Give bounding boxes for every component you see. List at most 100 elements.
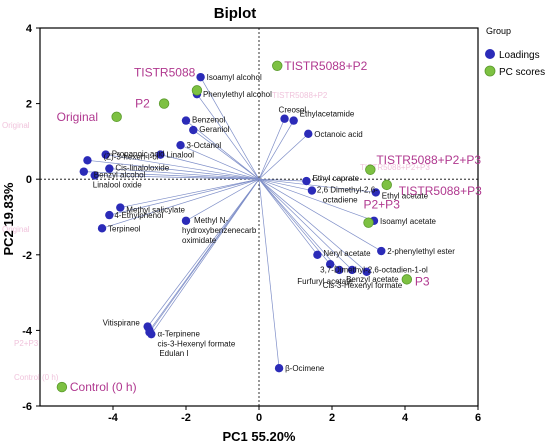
- loading-label: Geraniol: [199, 125, 229, 134]
- faded-label: TISTR5088+P2: [272, 91, 328, 100]
- faded-watermark-labels: Original TISTR5088+P2 TISTR5088+P2+P3 Origi…: [2, 91, 430, 382]
- loading-label: Cis-3-Hexenyl formate: [323, 281, 403, 290]
- x-tick-label: 0: [256, 412, 262, 424]
- loading-label: Linalool oxide: [93, 180, 142, 189]
- loading-point: [274, 364, 284, 373]
- score-point: [111, 111, 122, 123]
- loading-point: [377, 246, 386, 256]
- loading-vector: [258, 179, 280, 369]
- score-point: [401, 274, 413, 285]
- chart-title: Biplot: [214, 5, 257, 22]
- loading-vector: [105, 154, 260, 180]
- loading-vector: [83, 171, 260, 180]
- loading-point: [105, 164, 114, 173]
- loading-label: Neryl acetate: [323, 249, 371, 258]
- loading-vector: [258, 178, 367, 273]
- loading-label: Isoamyl acetate: [380, 217, 437, 226]
- score-label: TISTR5088: [134, 65, 196, 79]
- score-label: P2+P3: [364, 198, 401, 212]
- y-axis-title: PC2 19.83%: [1, 182, 16, 255]
- loading-label: 4-Ethylphenol: [114, 211, 163, 220]
- loading-label: Furfuryl acetate: [297, 277, 353, 286]
- score-label: Original: [57, 110, 98, 124]
- loading-vector: [147, 178, 260, 327]
- loading-label: 2-phenylethyl ester: [387, 247, 455, 256]
- loading-label: Vitispirane: [103, 319, 141, 328]
- loading-point: [307, 186, 317, 195]
- loading-vector: [258, 133, 309, 180]
- x-tick-label: 6: [475, 412, 481, 424]
- loading-vector: [87, 159, 260, 180]
- loading-point: [79, 167, 89, 176]
- y-tick-label: -6: [22, 401, 32, 413]
- loading-label: 2,6 Dimethyl-2,6-octadiene: [317, 186, 378, 205]
- score-point: [365, 164, 376, 175]
- score-point: [158, 98, 170, 109]
- loading-point: [90, 171, 99, 180]
- score-label: P3: [415, 274, 430, 288]
- loading-vector: [258, 178, 376, 193]
- loading-point: [116, 203, 125, 212]
- loading-vector: [258, 178, 307, 182]
- loading-point: [101, 150, 110, 159]
- loading-label: 3-Octanol: [187, 141, 222, 150]
- loading-vector: [160, 154, 260, 180]
- loading-point: [289, 116, 298, 125]
- loading-point: [304, 129, 313, 139]
- loading-label: Octanoic acid: [314, 130, 362, 139]
- loading-point: [189, 125, 198, 135]
- legend: Group Loadings PC scores: [484, 26, 545, 78]
- faded-label: Original: [2, 121, 30, 130]
- loading-point: [181, 216, 191, 225]
- loading-label: Ethyl acetate: [382, 191, 429, 200]
- loading-vector: [109, 168, 260, 180]
- point-labels: Isoamyl alcohol Phenylethyl alcohol Benzen…: [57, 59, 482, 394]
- axis-ticks: -4 -2 0 2 4 6 4 2 0 -2 -4 -6: [22, 23, 481, 424]
- loading-label: cis-3-Hexenyl formate: [158, 339, 236, 348]
- score-point: [272, 60, 283, 72]
- loading-point: [156, 150, 165, 159]
- loading-point: [83, 156, 92, 165]
- loading-vector: [258, 178, 340, 271]
- loading-point: [325, 260, 335, 269]
- legend-label-loadings: Loadings: [499, 50, 540, 61]
- score-label: Control (0 h): [70, 380, 137, 394]
- loading-point: [147, 329, 156, 339]
- x-tick-label: -2: [181, 412, 191, 424]
- loading-label: Cis-linaloloxide: [115, 164, 169, 173]
- loading-vector: [258, 118, 285, 180]
- loading-point: [97, 224, 107, 233]
- loading-vector: [185, 178, 260, 222]
- y-tick-label: -2: [22, 250, 32, 262]
- faded-label: TISTR5088+P2+P3: [360, 163, 430, 172]
- loading-label: Benzyl acetate: [346, 275, 399, 284]
- loading-point: [105, 210, 114, 220]
- loading-point: [280, 114, 289, 123]
- loading-vector: [196, 93, 260, 180]
- score-label: TISTR5088+P3: [399, 184, 482, 198]
- loading-label: Methyl salicylate: [126, 206, 185, 215]
- x-axis-title: PC1 55.20%: [223, 429, 296, 444]
- loading-point: [176, 140, 185, 150]
- loading-label: Ethyl caprate: [312, 174, 359, 183]
- score-label: TISTR5088+P2: [284, 59, 367, 73]
- score-point: [191, 85, 203, 96]
- loading-vector: [180, 144, 260, 180]
- loading-point: [347, 265, 357, 275]
- score-point: [363, 217, 374, 228]
- loading-label: Benzyl alcohol: [94, 171, 146, 180]
- faded-label: Original: [2, 225, 30, 234]
- score-label: TISTR5088+P2+P3: [376, 153, 481, 167]
- loading-vector: [94, 175, 260, 180]
- y-tick-label: 4: [26, 23, 33, 35]
- loading-vector: [258, 178, 331, 265]
- loading-vector: [101, 178, 260, 229]
- loading-vector: [258, 178, 312, 191]
- legend-label-pc-scores: PC scores: [499, 67, 545, 78]
- loading-label: Linalool: [166, 151, 194, 160]
- faded-label: Control (0 h): [14, 373, 59, 382]
- loading-label: Phenylethyl alcohol: [203, 90, 272, 99]
- loading-label: β-Ocimene: [285, 364, 325, 373]
- loading-point: [371, 188, 380, 197]
